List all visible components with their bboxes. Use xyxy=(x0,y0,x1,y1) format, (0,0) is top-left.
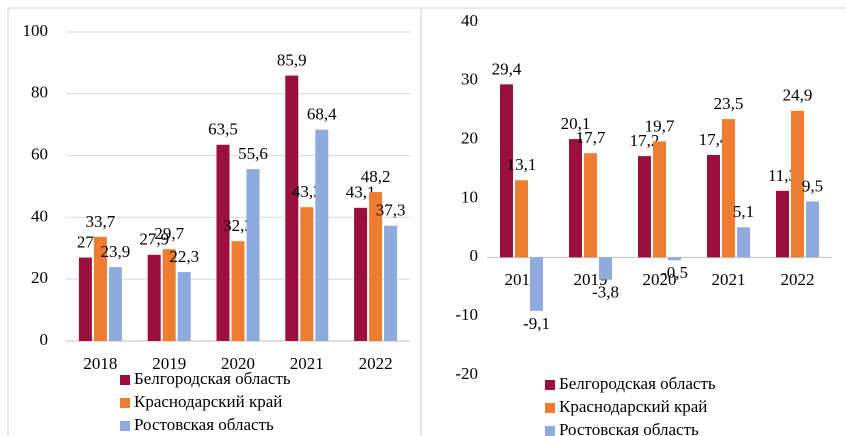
bar xyxy=(300,207,314,341)
bar xyxy=(354,207,368,341)
bar xyxy=(93,236,107,341)
bar xyxy=(653,141,666,258)
x-tick-label: 2020 xyxy=(643,270,677,289)
bar xyxy=(216,144,230,341)
y-tick-label: 20 xyxy=(31,268,48,287)
y-tick-label: 30 xyxy=(461,70,478,89)
bar xyxy=(584,153,597,258)
bar xyxy=(78,257,92,341)
x-tick-label: 2021 xyxy=(290,354,324,373)
data-label: 43,3 xyxy=(292,182,322,201)
data-label: 13,1 xyxy=(507,155,537,174)
bar xyxy=(246,169,260,341)
bar xyxy=(384,225,398,341)
y-tick-label: 10 xyxy=(461,187,478,206)
data-label: 19,7 xyxy=(645,116,675,135)
legend-label: Белгородская область xyxy=(559,374,716,393)
y-tick-label: -10 xyxy=(455,305,478,324)
bar xyxy=(285,75,299,341)
data-label: 23,5 xyxy=(714,94,744,113)
data-label: 85,9 xyxy=(277,50,307,69)
y-tick-label: 100 xyxy=(23,21,49,40)
x-tick-label: 2021 xyxy=(712,270,746,289)
x-tick-label: 2019 xyxy=(152,354,186,373)
bar xyxy=(500,84,513,258)
legend-label: Белгородская область xyxy=(134,369,291,388)
y-tick-label: 40 xyxy=(31,206,48,225)
legend-label: Краснодарский край xyxy=(559,397,707,416)
data-label: -3,8 xyxy=(592,283,619,302)
data-label: 63,5 xyxy=(208,120,238,139)
bar xyxy=(231,241,245,341)
bar xyxy=(668,257,681,261)
data-label: -9,1 xyxy=(523,314,550,333)
legend-swatch xyxy=(545,380,555,390)
data-label: 23,9 xyxy=(101,242,131,261)
y-tick-label: 40 xyxy=(461,11,478,30)
data-label: 17,7 xyxy=(576,128,606,147)
data-label: 22,3 xyxy=(169,247,199,266)
x-tick-label: 2018 xyxy=(83,354,117,373)
bar xyxy=(147,254,161,341)
y-tick-label: 0 xyxy=(40,330,49,349)
y-tick-label: 60 xyxy=(31,145,48,164)
legend-label: Краснодарский край xyxy=(134,392,282,411)
data-label: 17,2 xyxy=(630,131,660,150)
x-tick-label: 2022 xyxy=(781,270,815,289)
bar xyxy=(315,129,329,341)
bar xyxy=(737,227,750,258)
y-tick-label: 0 xyxy=(470,246,479,265)
y-tick-label: -20 xyxy=(455,364,478,383)
bar xyxy=(108,267,122,341)
bar xyxy=(707,154,720,258)
data-label: -0,5 xyxy=(661,263,688,282)
data-label: 27 xyxy=(77,232,95,251)
data-label: 29,4 xyxy=(492,59,522,78)
data-label: 20,1 xyxy=(561,114,591,133)
bar xyxy=(791,110,804,258)
legend-label: Ростовская область xyxy=(559,420,699,436)
bar xyxy=(515,180,528,258)
bar xyxy=(162,249,176,341)
legend-label: Ростовская область xyxy=(134,415,274,434)
data-label: 29,7 xyxy=(154,224,184,243)
data-label: 5,1 xyxy=(733,202,754,221)
data-label: 33,7 xyxy=(86,212,116,231)
x-tick-label: 2020 xyxy=(221,354,255,373)
data-label: 17,4 xyxy=(699,130,729,149)
bar xyxy=(369,192,383,341)
legend-swatch xyxy=(545,403,555,413)
data-label: 48,2 xyxy=(361,167,391,186)
legend-swatch xyxy=(120,398,130,408)
y-tick-label: 20 xyxy=(461,129,478,148)
data-label: 32,3 xyxy=(223,216,253,235)
x-tick-label: 2022 xyxy=(359,354,393,373)
bar xyxy=(722,119,735,258)
data-label: 68,4 xyxy=(307,105,337,124)
bar xyxy=(638,156,651,258)
data-label: 55,6 xyxy=(238,144,268,163)
data-label: 11,3 xyxy=(768,166,797,185)
bar xyxy=(776,190,789,258)
data-label: 27,9 xyxy=(139,230,169,249)
y-tick-label: 80 xyxy=(31,83,48,102)
bar xyxy=(806,201,819,258)
legend-swatch xyxy=(545,426,555,436)
data-label: 9,5 xyxy=(802,176,823,195)
data-label: 24,9 xyxy=(783,86,813,105)
data-label: 43,1 xyxy=(346,183,376,202)
bar xyxy=(599,257,612,280)
data-label: 37,3 xyxy=(376,201,406,220)
bar xyxy=(177,272,191,341)
bar xyxy=(569,139,582,258)
legend-swatch xyxy=(120,375,130,385)
legend-swatch xyxy=(120,421,130,431)
bar xyxy=(530,257,543,311)
